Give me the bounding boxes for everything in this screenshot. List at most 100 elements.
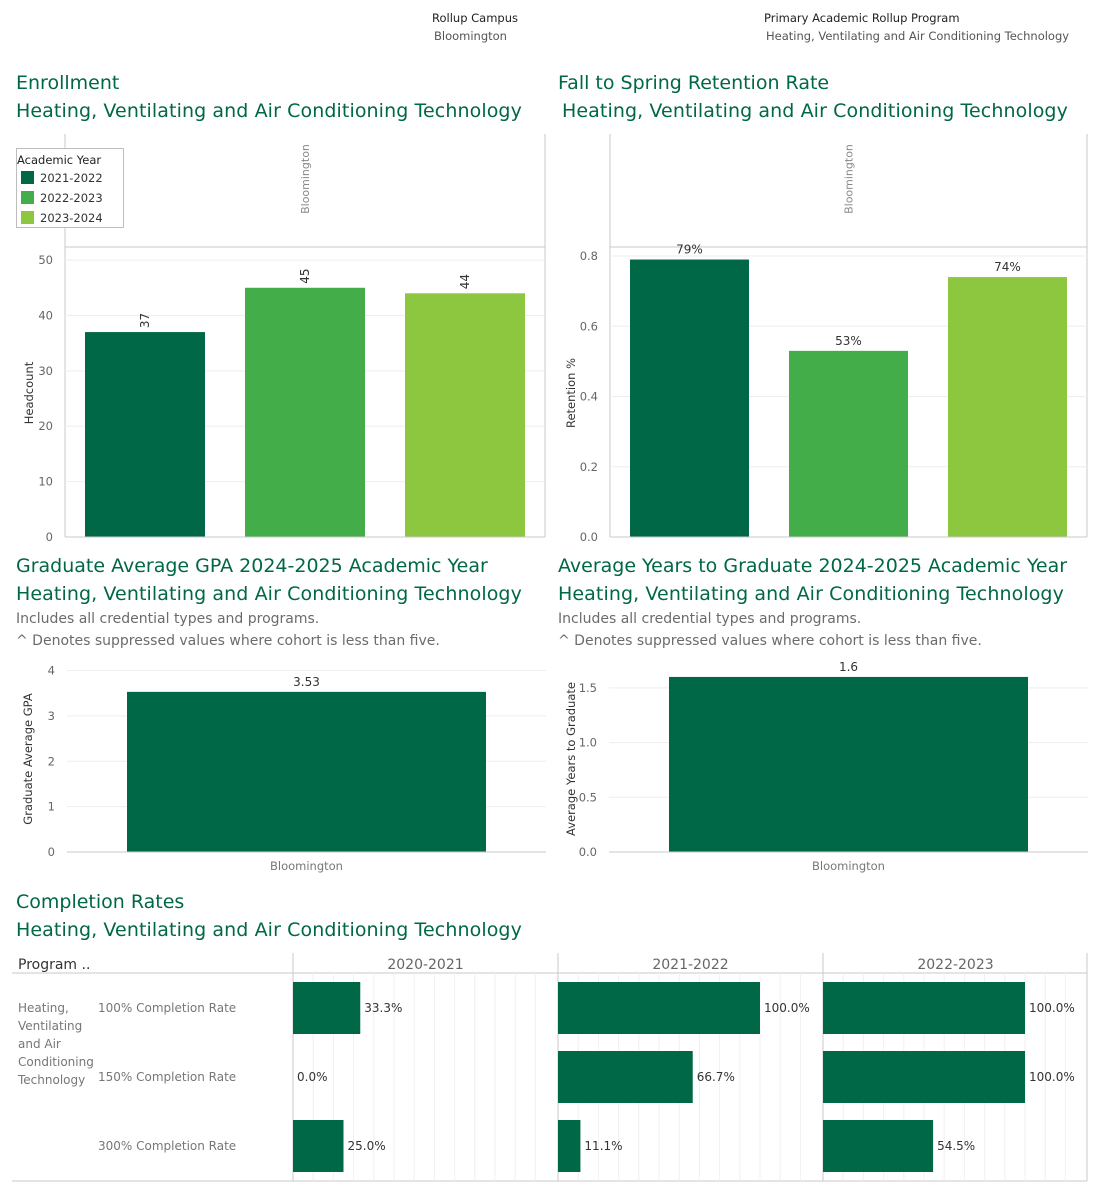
- completion-header-label: Program ..: [18, 957, 90, 973]
- gpa-y-tick: 4: [48, 664, 55, 678]
- years-note-2: ^ Denotes suppressed values where cohort…: [558, 633, 982, 649]
- legend-label: 2022-2023: [40, 191, 103, 205]
- completion-bar: [823, 982, 1025, 1034]
- completion-data-label: 11.1%: [584, 1139, 622, 1153]
- retention-data-label: 79%: [676, 243, 703, 257]
- completion-bar: [823, 1051, 1025, 1103]
- gpa-title: Graduate Average GPA 2024-2025 Academic …: [16, 555, 488, 577]
- gpa-y-tick: 3: [48, 709, 55, 723]
- completion-program-label: and Air: [18, 1037, 61, 1051]
- enrollment-data-label: 44: [458, 274, 472, 289]
- campus-filter-label: Rollup Campus: [432, 11, 519, 25]
- gpa-y-tick: 1: [48, 800, 55, 814]
- completion-column-header: 2022-2023: [917, 957, 993, 973]
- completion-data-label: 25.0%: [348, 1139, 386, 1153]
- retention-data-label: 53%: [835, 334, 862, 348]
- enrollment-data-label: 37: [138, 313, 152, 328]
- completion-bar: [823, 1120, 934, 1172]
- completion-program-label: Technology: [17, 1073, 85, 1087]
- completion-row-label: 150% Completion Rate: [98, 1070, 236, 1084]
- enrollment-y-tick: 40: [38, 308, 53, 322]
- completion-subtitle: Heating, Ventilating and Air Conditionin…: [16, 919, 522, 941]
- completion-data-label: 100.0%: [1029, 1070, 1075, 1084]
- enrollment-y-tick: 0: [46, 530, 53, 544]
- legend-label: 2021-2022: [40, 171, 103, 185]
- enrollment-title: Enrollment: [16, 72, 120, 94]
- retention-y-tick: 0.4: [580, 390, 598, 404]
- gpa-y-tick: 0: [48, 845, 55, 859]
- enrollment-y-tick: 50: [38, 253, 53, 267]
- gpa-note-1: Includes all credential types and progra…: [16, 611, 320, 627]
- completion-data-label: 54.5%: [937, 1139, 975, 1153]
- completion-bar: [293, 982, 361, 1034]
- completion-column-header: 2021-2022: [652, 957, 728, 973]
- enrollment-bar: [405, 293, 525, 537]
- enrollment-subtitle: Heating, Ventilating and Air Conditionin…: [16, 100, 522, 122]
- completion-data-label: 0.0%: [297, 1070, 328, 1084]
- retention-bar: [789, 350, 908, 537]
- completion-program-label: Heating,: [18, 1001, 69, 1015]
- retention-bar: [948, 277, 1067, 537]
- years-y-tick: 0.5: [579, 790, 597, 804]
- legend-item-2022-2023[interactable]: 2022-2023: [21, 191, 103, 205]
- completion-column-header: 2020-2021: [387, 957, 463, 973]
- retention-title: Fall to Spring Retention Rate: [558, 72, 830, 94]
- enrollment-y-tick: 10: [38, 475, 53, 489]
- years-y-tick: 0.0: [579, 845, 597, 859]
- retention-y-tick: 0.2: [580, 460, 598, 474]
- completion-row-label: 100% Completion Rate: [98, 1001, 236, 1015]
- gpa-bar: [127, 691, 486, 852]
- retention-y-tick: 0.6: [580, 319, 598, 333]
- retention-y-tick: 0.8: [580, 249, 598, 263]
- gpa-x-tick: Bloomington: [270, 859, 343, 873]
- enrollment-y-tick: 30: [38, 364, 53, 378]
- years-bar: [669, 676, 1028, 852]
- years-x-tick: Bloomington: [812, 859, 885, 873]
- completion-bar: [558, 1120, 581, 1172]
- completion-data-label: 100.0%: [764, 1001, 810, 1015]
- gpa-y-axis-title: Graduate Average GPA: [21, 693, 35, 825]
- completion-bar: [293, 1120, 344, 1172]
- enrollment-panel-label: Bloomington: [299, 144, 312, 214]
- gpa-y-tick: 2: [48, 754, 55, 768]
- gpa-subtitle: Heating, Ventilating and Air Conditionin…: [16, 583, 522, 605]
- enrollment-y-axis-title: Headcount: [22, 361, 36, 424]
- years-note-1: Includes all credential types and progra…: [558, 611, 862, 627]
- years-y-axis-title: Average Years to Graduate: [564, 682, 578, 836]
- legend-item-2023-2024[interactable]: 2023-2024: [21, 211, 103, 225]
- enrollment-data-label: 45: [298, 268, 312, 283]
- years-title: Average Years to Graduate 2024-2025 Acad…: [558, 555, 1068, 577]
- completion-bar: [558, 982, 760, 1034]
- gpa-note-2: ^ Denotes suppressed values where cohort…: [16, 633, 440, 649]
- legend-swatch: [21, 191, 34, 204]
- completion-data-label: 66.7%: [697, 1070, 735, 1084]
- completion-program-label: Conditioning: [18, 1055, 94, 1069]
- years-y-tick: 1.5: [579, 681, 597, 695]
- enrollment-bar: [245, 287, 365, 537]
- completion-program-label: Ventilating: [18, 1019, 82, 1033]
- completion-data-label: 100.0%: [1029, 1001, 1075, 1015]
- retention-y-axis-title: Retention %: [564, 358, 578, 428]
- legend-swatch: [21, 211, 34, 224]
- campus-filter-value[interactable]: Bloomington: [434, 29, 507, 43]
- years-subtitle: Heating, Ventilating and Air Conditionin…: [558, 583, 1064, 605]
- program-filter-value[interactable]: Heating, Ventilating and Air Conditionin…: [766, 29, 1070, 43]
- completion-title: Completion Rates: [16, 891, 185, 913]
- retention-panel-label: Bloomington: [843, 144, 856, 214]
- retention-data-label: 74%: [994, 260, 1021, 274]
- years-data-label: 1.6: [839, 660, 858, 674]
- retention-subtitle: Heating, Ventilating and Air Conditionin…: [562, 100, 1068, 122]
- legend-title: Academic Year: [17, 153, 102, 167]
- completion-data-label: 33.3%: [364, 1001, 402, 1015]
- retention-y-tick: 0.0: [580, 530, 598, 544]
- enrollment-bar: [85, 332, 205, 537]
- enrollment-y-tick: 20: [38, 419, 53, 433]
- years-y-tick: 1.0: [579, 736, 597, 750]
- legend-label: 2023-2024: [40, 211, 103, 225]
- completion-bar: [558, 1051, 693, 1103]
- legend-item-2021-2022[interactable]: 2021-2022: [21, 171, 103, 185]
- program-filter-label: Primary Academic Rollup Program: [764, 11, 960, 25]
- academic-year-legend[interactable]: Academic Year 2021-2022 2022-2023 2023-2…: [16, 148, 124, 228]
- gpa-data-label: 3.53: [293, 675, 320, 689]
- completion-row-label: 300% Completion Rate: [98, 1139, 236, 1153]
